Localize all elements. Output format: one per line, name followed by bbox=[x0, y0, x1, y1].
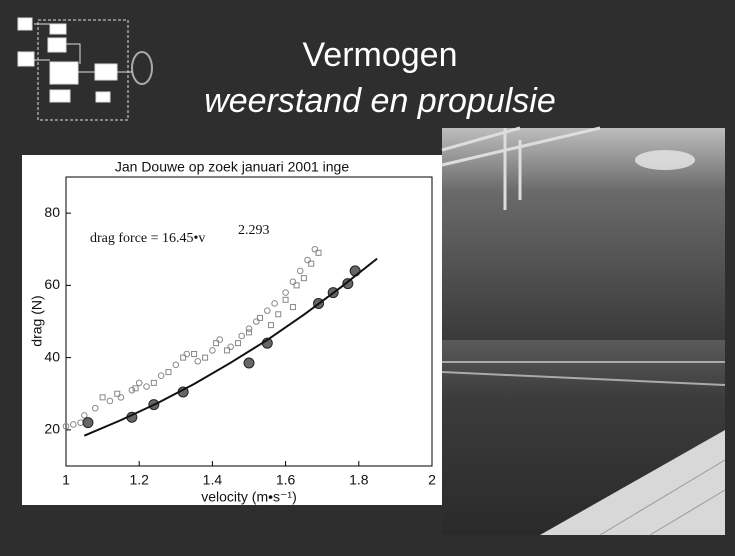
y-tick-label: 20 bbox=[44, 421, 60, 437]
x-tick-label: 1.4 bbox=[203, 472, 223, 488]
chart-background bbox=[22, 155, 442, 505]
x-tick-label: 1.8 bbox=[349, 472, 369, 488]
point bbox=[83, 418, 93, 428]
point bbox=[244, 358, 254, 368]
slide-subtitle: weerstand en propulsie bbox=[204, 82, 556, 120]
chart-title: Jan Douwe op zoek januari 2001 inge bbox=[115, 159, 349, 175]
annotation-exponent: 2.293 bbox=[238, 223, 270, 238]
x-tick-label: 1.2 bbox=[129, 472, 149, 488]
photos bbox=[442, 128, 725, 535]
y-tick-label: 80 bbox=[44, 204, 60, 220]
annotation: drag force = 16.45•v bbox=[90, 231, 205, 246]
page: Vermogen weerstand en propulsie Jan Douw… bbox=[0, 0, 735, 556]
y-axis-label: drag (N) bbox=[29, 295, 45, 346]
x-tick-label: 2 bbox=[428, 472, 436, 488]
chart: Jan Douwe op zoek januari 2001 inge drag… bbox=[22, 155, 442, 505]
slide-title: Vermogen bbox=[303, 36, 458, 74]
x-tick-label: 1.6 bbox=[276, 472, 296, 488]
x-axis-label: velocity (m•s⁻¹) bbox=[201, 489, 297, 505]
x-tick-label: 1 bbox=[62, 472, 70, 488]
y-tick-label: 60 bbox=[44, 276, 60, 292]
slide: Vermogen weerstand en propulsie Jan Douw… bbox=[0, 0, 735, 556]
y-tick-label: 40 bbox=[44, 348, 60, 364]
